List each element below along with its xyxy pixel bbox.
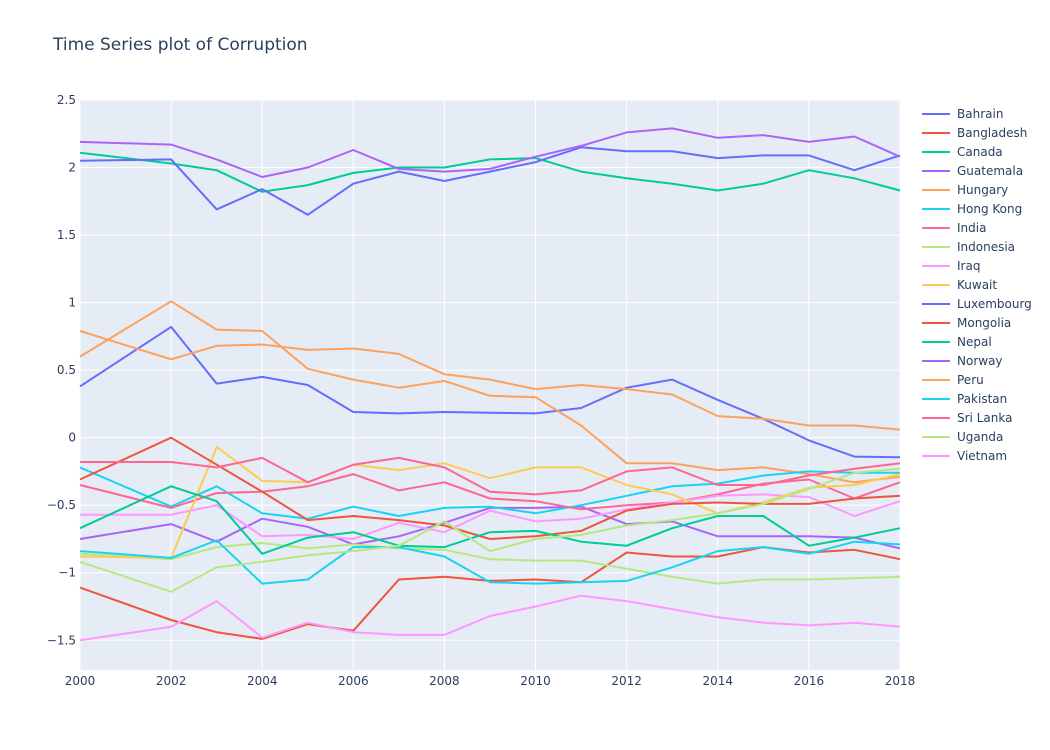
series-line-hong-kong[interactable]: [79, 466, 900, 520]
x-tick-label: 2014: [703, 674, 734, 688]
series-line-hungary[interactable]: [79, 300, 901, 484]
legend-item-norway[interactable]: Norway: [922, 354, 1003, 368]
x-tick-label: 2004: [247, 674, 278, 688]
y-tick-label: 0: [68, 431, 76, 445]
series-line-sri-lanka[interactable]: [80, 456, 901, 496]
legend-label: Hong Kong: [957, 202, 1022, 216]
legend-item-indonesia[interactable]: Indonesia: [922, 240, 1015, 254]
legend-item-uganda[interactable]: Uganda: [922, 430, 1003, 444]
legend-item-iraq[interactable]: Iraq: [922, 259, 980, 273]
axis-ticks: 2000 2002 2004 2006 2008 2010 2012 2014 2016 2018…: [47, 93, 915, 688]
legend[interactable]: Bahrain Bangladesh Canada Guatemala Hungary H…: [922, 107, 1032, 463]
series-line-kuwait[interactable]: [79, 446, 901, 559]
chart-title: Time Series plot of Corruption: [52, 35, 308, 55]
y-tick-label: −1: [58, 566, 76, 580]
legend-item-india[interactable]: India: [922, 221, 986, 235]
legend-item-luxembourg[interactable]: Luxembourg: [922, 297, 1032, 311]
legend-item-mongolia[interactable]: Mongolia: [922, 316, 1011, 330]
legend-label: Canada: [957, 145, 1003, 159]
legend-item-bangladesh[interactable]: Bangladesh: [922, 126, 1027, 140]
legend-label: Peru: [957, 373, 984, 387]
legend-label: Uganda: [957, 430, 1003, 444]
y-tick-label: 2.5: [57, 93, 76, 107]
y-tick-label: −0.5: [47, 498, 76, 512]
series-line-canada[interactable]: [79, 151, 901, 193]
series-line-pakistan[interactable]: [79, 539, 901, 585]
series-line-iraq[interactable]: [80, 493, 901, 540]
legend-label: Iraq: [957, 259, 980, 273]
x-tick-label: 2008: [429, 674, 460, 688]
series-line-guatemala[interactable]: [79, 505, 901, 550]
series-line-nepal[interactable]: [79, 485, 901, 555]
legend-label: Luxembourg: [957, 297, 1032, 311]
plot-area: [80, 100, 900, 670]
legend-label: Indonesia: [957, 240, 1015, 254]
y-tick-label: 0.5: [57, 363, 76, 377]
series-line-vietnam[interactable]: [79, 594, 901, 642]
legend-item-hungary[interactable]: Hungary: [922, 183, 1008, 197]
legend-item-pakistan[interactable]: Pakistan: [922, 392, 1007, 406]
legend-label: India: [957, 221, 986, 235]
series-line-norway[interactable]: [79, 127, 901, 178]
legend-item-guatemala[interactable]: Guatemala: [922, 164, 1023, 178]
x-tick-label: 2016: [794, 674, 825, 688]
x-tick-label: 2002: [156, 674, 187, 688]
legend-label: Mongolia: [957, 316, 1011, 330]
legend-item-hong-kong[interactable]: Hong Kong: [922, 202, 1022, 216]
legend-label: Norway: [957, 354, 1003, 368]
legend-label: Pakistan: [957, 392, 1007, 406]
x-tick-label: 2018: [885, 674, 916, 688]
legend-label: Guatemala: [957, 164, 1023, 178]
legend-item-vietnam[interactable]: Vietnam: [922, 449, 1007, 463]
series-line-uganda[interactable]: [79, 467, 901, 593]
y-tick-label: 2: [68, 161, 76, 175]
legend-item-bahrain[interactable]: Bahrain: [922, 107, 1003, 121]
series-line-bahrain[interactable]: [79, 325, 901, 459]
legend-item-kuwait[interactable]: Kuwait: [922, 278, 997, 292]
series-lines: [79, 127, 901, 642]
legend-label: Hungary: [957, 183, 1008, 197]
x-tick-label: 2006: [338, 674, 369, 688]
legend-item-canada[interactable]: Canada: [922, 145, 1003, 159]
y-tick-label: 1: [68, 296, 76, 310]
series-line-luxembourg[interactable]: [79, 146, 901, 216]
legend-label: Bangladesh: [957, 126, 1027, 140]
x-tick-label: 2010: [520, 674, 551, 688]
grid-lines: [79, 99, 901, 670]
legend-label: Vietnam: [957, 449, 1007, 463]
legend-item-sri-lanka[interactable]: Sri Lanka: [922, 411, 1012, 425]
series-line-mongolia[interactable]: [79, 436, 901, 540]
x-tick-label: 2012: [611, 674, 642, 688]
x-tick-label: 2000: [65, 674, 96, 688]
legend-label: Kuwait: [957, 278, 997, 292]
y-tick-label: 1.5: [57, 228, 76, 242]
legend-label: Bahrain: [957, 107, 1003, 121]
legend-label: Nepal: [957, 335, 992, 349]
legend-label: Sri Lanka: [957, 411, 1012, 425]
y-tick-label: −1.5: [47, 633, 76, 647]
legend-item-peru[interactable]: Peru: [922, 373, 984, 387]
legend-item-nepal[interactable]: Nepal: [922, 335, 992, 349]
series-line-peru[interactable]: [79, 330, 901, 431]
